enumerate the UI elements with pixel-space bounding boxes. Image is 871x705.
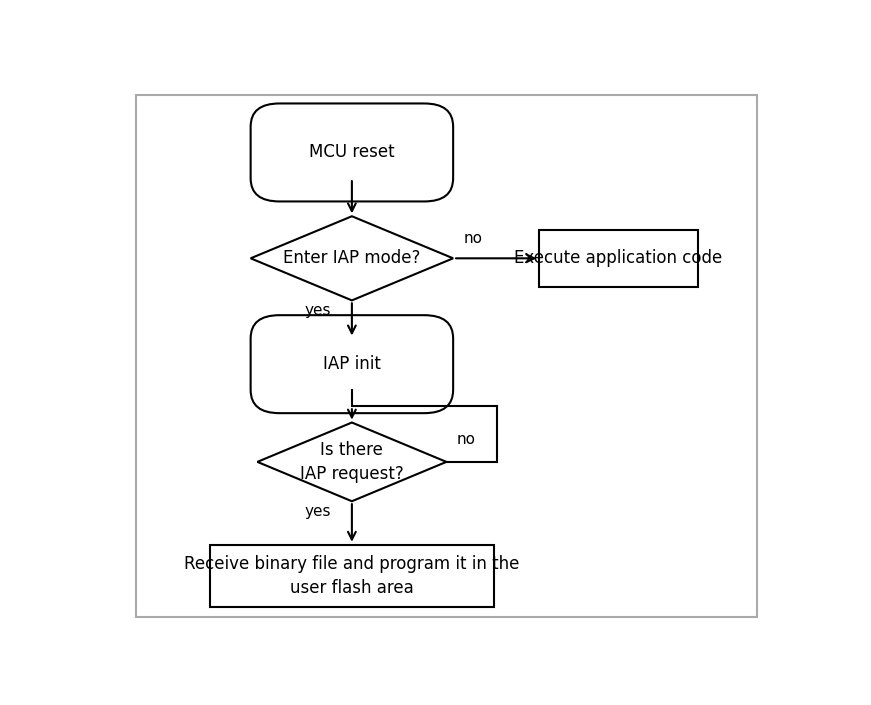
FancyBboxPatch shape	[251, 104, 453, 202]
Text: Enter IAP mode?: Enter IAP mode?	[283, 250, 421, 267]
Text: no: no	[456, 432, 476, 447]
FancyBboxPatch shape	[136, 95, 757, 617]
Text: Execute application code: Execute application code	[515, 250, 723, 267]
Text: yes: yes	[305, 504, 331, 519]
Polygon shape	[258, 422, 446, 501]
Text: MCU reset: MCU reset	[309, 143, 395, 161]
Text: Is there
IAP request?: Is there IAP request?	[300, 441, 404, 483]
Bar	[210, 545, 494, 607]
Text: yes: yes	[305, 303, 331, 318]
Text: no: no	[463, 231, 483, 246]
Bar	[539, 230, 698, 287]
Polygon shape	[251, 216, 453, 300]
Text: IAP init: IAP init	[323, 355, 381, 373]
FancyBboxPatch shape	[251, 315, 453, 413]
Text: Receive binary file and program it in the
user flash area: Receive binary file and program it in th…	[184, 555, 520, 596]
